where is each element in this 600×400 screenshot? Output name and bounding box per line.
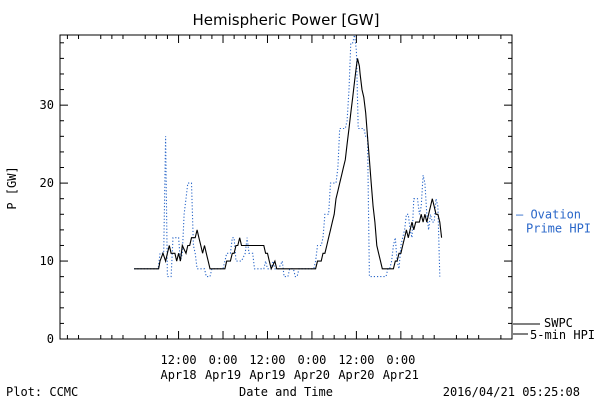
x-tick-date: Apr20 bbox=[294, 368, 330, 382]
series-swpc-line bbox=[134, 58, 443, 271]
y-axis-ticks: 0 10 20 30 bbox=[40, 42, 512, 346]
y-axis-label: P [GW] bbox=[5, 166, 19, 209]
chart-title: Hemispheric Power [GW] bbox=[193, 11, 380, 29]
legend-swpc-line2: 5-min HPI bbox=[530, 328, 595, 342]
x-tick-time: 0:00 bbox=[297, 353, 326, 367]
x-tick-date: Apr19 bbox=[249, 368, 285, 382]
y-tick-label: 20 bbox=[40, 176, 54, 190]
x-tick-time: 0:00 bbox=[386, 353, 415, 367]
series-ovation-line bbox=[134, 34, 441, 278]
x-axis-label: Date and Time bbox=[239, 385, 333, 399]
x-tick-date: Apr18 bbox=[160, 368, 196, 382]
plot-timestamp: 2016/04/21 05:25:08 bbox=[443, 385, 580, 399]
plot-credit: Plot: CCMC bbox=[6, 385, 78, 399]
y-tick-label: 10 bbox=[40, 254, 54, 268]
x-tick-time: 12:00 bbox=[338, 353, 374, 367]
legend-ovation-line2: Prime HPI bbox=[526, 221, 591, 235]
x-tick-date: Apr21 bbox=[383, 368, 419, 382]
x-tick-time: 12:00 bbox=[249, 353, 285, 367]
x-tick-date: Apr20 bbox=[338, 368, 374, 382]
series-layer bbox=[134, 34, 443, 278]
legend-swpc-line1: SWPC bbox=[544, 316, 573, 330]
x-tick-time: 12:00 bbox=[160, 353, 196, 367]
legend-ovation-line1: — Ovation bbox=[516, 207, 581, 221]
x-axis-ticks: 12:00Apr180:00Apr1912:00Apr190:00Apr2012… bbox=[66, 35, 502, 382]
x-tick-time: 0:00 bbox=[209, 353, 238, 367]
y-tick-label: 0 bbox=[47, 332, 54, 346]
y-tick-label: 30 bbox=[40, 98, 54, 112]
plot-frame bbox=[59, 34, 513, 340]
x-tick-date: Apr19 bbox=[205, 368, 241, 382]
